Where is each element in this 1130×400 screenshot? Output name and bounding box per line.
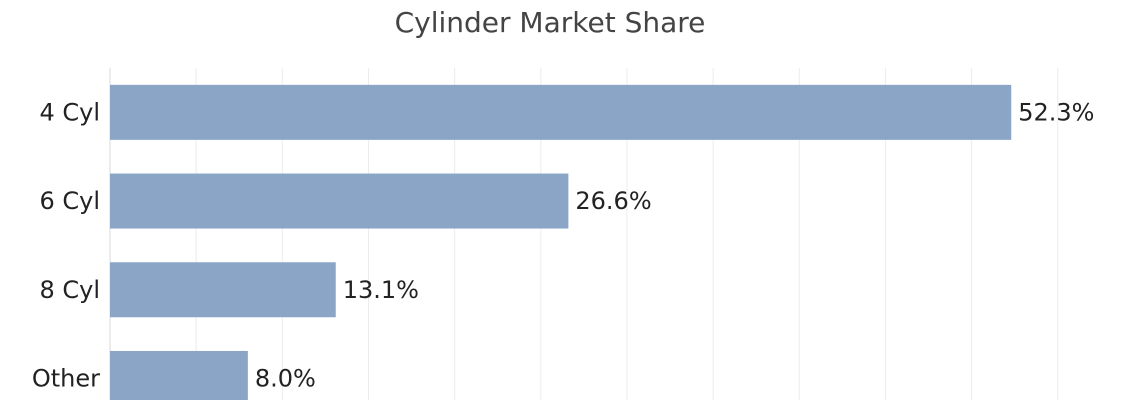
y-tick-label: 8 Cyl [39,276,100,304]
value-label: 26.6% [575,187,651,215]
y-tick-label: 6 Cyl [39,187,100,215]
bar [110,84,1012,140]
y-tick-label: 4 Cyl [39,98,100,126]
value-label: 8.0% [255,364,316,392]
chart-title: Cylinder Market Share [395,6,706,39]
bar [110,350,248,400]
y-tick-label: Other [32,364,100,392]
bar [110,262,336,318]
value-label: 13.1% [343,276,419,304]
value-label: 52.3% [1018,98,1094,126]
bar [110,173,569,229]
